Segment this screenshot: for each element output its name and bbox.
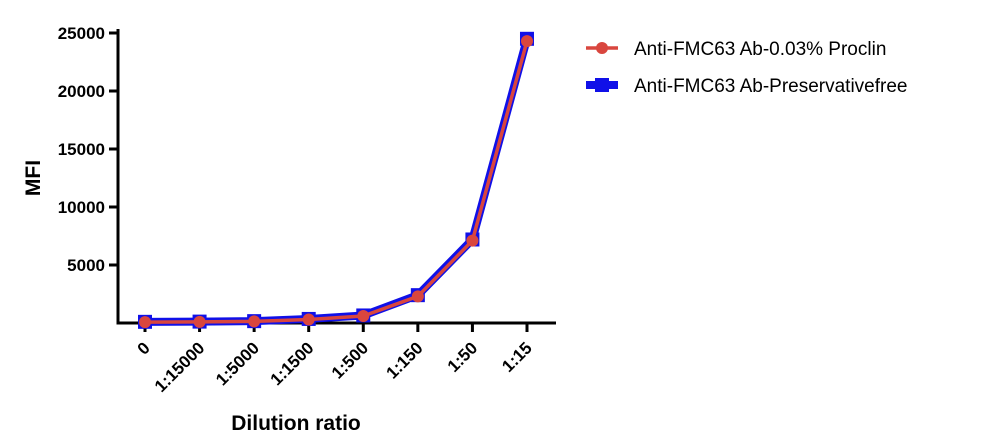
data-point — [248, 315, 261, 328]
data-point — [411, 290, 424, 303]
legend-item: Anti-FMC63 Ab-0.03% Proclin — [586, 39, 886, 60]
legend: Anti-FMC63 Ab-0.03% Proclin Anti-FMC63 Ab… — [586, 39, 908, 97]
x-tick-label: 1:15 — [498, 338, 535, 375]
y-tick-label: 25000 — [58, 24, 105, 43]
data-point — [193, 315, 206, 328]
legend-item: Anti-FMC63 Ab-Preservativefree — [586, 76, 908, 97]
data-point — [466, 234, 479, 247]
y-tick-label: 15000 — [58, 140, 105, 159]
x-tick-label: 1:1500 — [267, 338, 318, 389]
y-tick-label: 5000 — [67, 256, 105, 275]
x-axis-title: Dilution ratio — [231, 412, 361, 435]
y-axis-title: MFI — [22, 160, 45, 196]
x-tick-label: 0 — [134, 338, 154, 358]
data-point — [357, 310, 370, 323]
x-tick-label: 1:5000 — [212, 338, 263, 389]
legend-marker — [595, 78, 609, 92]
series-line — [144, 40, 529, 324]
legend-label: Anti-FMC63 Ab-0.03% Proclin — [634, 39, 886, 60]
data-point — [139, 316, 151, 329]
data-point — [302, 313, 315, 326]
series-1 — [138, 31, 534, 329]
x-tick-label: 1:150 — [382, 338, 426, 382]
x-tick-label: 1:15000 — [151, 338, 209, 396]
series-layer — [138, 31, 534, 329]
legend-marker — [596, 42, 608, 54]
y-tick-label: 10000 — [58, 198, 105, 217]
series-2 — [139, 35, 533, 329]
x-tick-label: 1:50 — [444, 338, 481, 375]
series-line — [144, 37, 531, 326]
y-tick-label: 20000 — [58, 82, 105, 101]
x-tick-label: 1:500 — [328, 338, 372, 382]
legend-label: Anti-FMC63 Ab-Preservativefree — [634, 76, 908, 97]
data-point — [520, 35, 533, 48]
